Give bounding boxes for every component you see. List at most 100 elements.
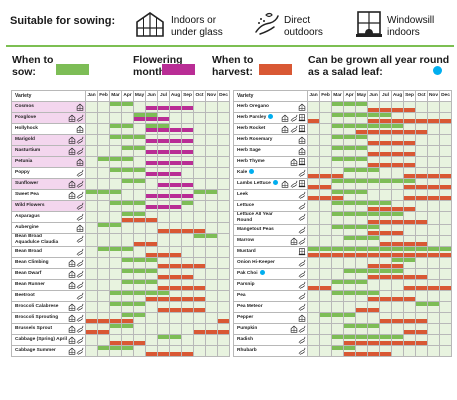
harvest-bar (404, 108, 415, 112)
table-row: Sweet Pea (11, 189, 230, 201)
month-cell (415, 189, 428, 201)
month-cell (379, 189, 392, 201)
table-row: Broccoli Sprouting (11, 312, 230, 324)
sow-bar (392, 124, 403, 128)
month-cell (193, 268, 206, 280)
table-row: Kale (233, 167, 452, 179)
variety-name: Marigold (15, 137, 35, 142)
legend-harvest-swatch (259, 64, 292, 75)
legend-salad-label: Can be grown all year round as a salad l… (308, 54, 450, 78)
sow-bar (344, 236, 355, 240)
sow-bar (332, 212, 343, 216)
right-month-header-jul: Jul (379, 90, 392, 102)
month-cell (157, 246, 170, 258)
variety-name: Hollyhock (15, 126, 38, 131)
month-cell (331, 334, 344, 346)
month-cell (319, 211, 332, 225)
month-cell (403, 334, 416, 346)
harvest-bar (320, 174, 331, 178)
sow-bar (110, 302, 121, 306)
month-cell (367, 211, 380, 225)
month-cell (403, 312, 416, 324)
sow-bar (392, 212, 403, 216)
month-cell (379, 345, 392, 357)
greenhouse-icon (68, 114, 75, 122)
hand-sowing-icon (76, 303, 84, 311)
greenhouse-icon (68, 147, 75, 155)
month-cell (403, 156, 416, 168)
month-cell (133, 334, 146, 346)
hand-sowing-icon (76, 169, 84, 177)
windowsill-icon (298, 114, 306, 122)
month-cell (193, 334, 206, 346)
harvest-bar (380, 275, 391, 279)
sow-bar (344, 247, 355, 251)
harvest-bar (380, 319, 391, 323)
variety-name-cell: Beetroot (11, 290, 86, 302)
month-cell (193, 312, 206, 324)
month-cell (379, 156, 392, 168)
sow-bar (158, 335, 169, 339)
month-cell (355, 156, 368, 168)
left-month-header-apr: Apr (121, 90, 134, 102)
month-cell (193, 246, 206, 258)
harvest-bar (182, 297, 193, 301)
month-cell (415, 334, 428, 346)
month-cell (121, 257, 134, 269)
sow-bar (380, 335, 391, 339)
month-cell (331, 200, 344, 212)
month-cell (391, 345, 404, 357)
month-cell (145, 301, 158, 313)
right-month-header-jan: Jan (307, 90, 320, 102)
month-cell (157, 123, 170, 135)
month-cell (355, 301, 368, 313)
month-cell (307, 145, 320, 157)
month-cell (85, 345, 98, 357)
variety-name: Aubergine (15, 225, 39, 230)
flowering-bar (182, 193, 193, 198)
harvest-bar (416, 196, 427, 200)
harvest-bar (440, 253, 451, 257)
month-cell (403, 345, 416, 357)
month-cell (181, 167, 194, 179)
right-month-header-feb: Feb (319, 90, 332, 102)
variety-name-cell: Pea Meteor (233, 301, 308, 313)
flowering-bar (170, 160, 181, 165)
hand-sowing-icon (290, 180, 297, 188)
month-cell (169, 123, 182, 135)
table-row: Pak Choi (233, 268, 452, 280)
sow-bar (404, 247, 415, 251)
month-cell (169, 145, 182, 157)
greenhouse-icon (281, 114, 289, 122)
flowering-bar (158, 116, 169, 121)
harvest-bar (344, 341, 355, 345)
variety-name-cell: Bean Climbing (11, 257, 86, 269)
sow-bar (110, 102, 121, 106)
month-cell (205, 257, 218, 269)
sow-bar (344, 168, 355, 172)
harvest-bar (170, 229, 181, 233)
sow-bar (344, 157, 355, 161)
month-cell (367, 268, 380, 280)
harvest-bar (146, 218, 157, 222)
sow-bar (320, 247, 331, 251)
month-cell (133, 156, 146, 168)
harvest-bar (404, 130, 415, 134)
sow-bar (356, 324, 367, 328)
month-cell (181, 301, 194, 313)
hand-sowing-icon (298, 226, 306, 234)
month-cell (97, 112, 110, 124)
month-cell (379, 224, 392, 236)
sow-bar (428, 247, 439, 251)
month-cell (343, 257, 356, 269)
table-row: Mustard (233, 246, 452, 258)
month-cell (193, 200, 206, 212)
month-cell (367, 301, 380, 313)
month-cell (331, 123, 344, 135)
month-cell (343, 345, 356, 357)
sow-bar (110, 291, 121, 295)
harvest-bar (392, 119, 403, 123)
month-cell (415, 290, 428, 302)
month-cell (181, 257, 194, 269)
flowering-bar (182, 127, 193, 132)
